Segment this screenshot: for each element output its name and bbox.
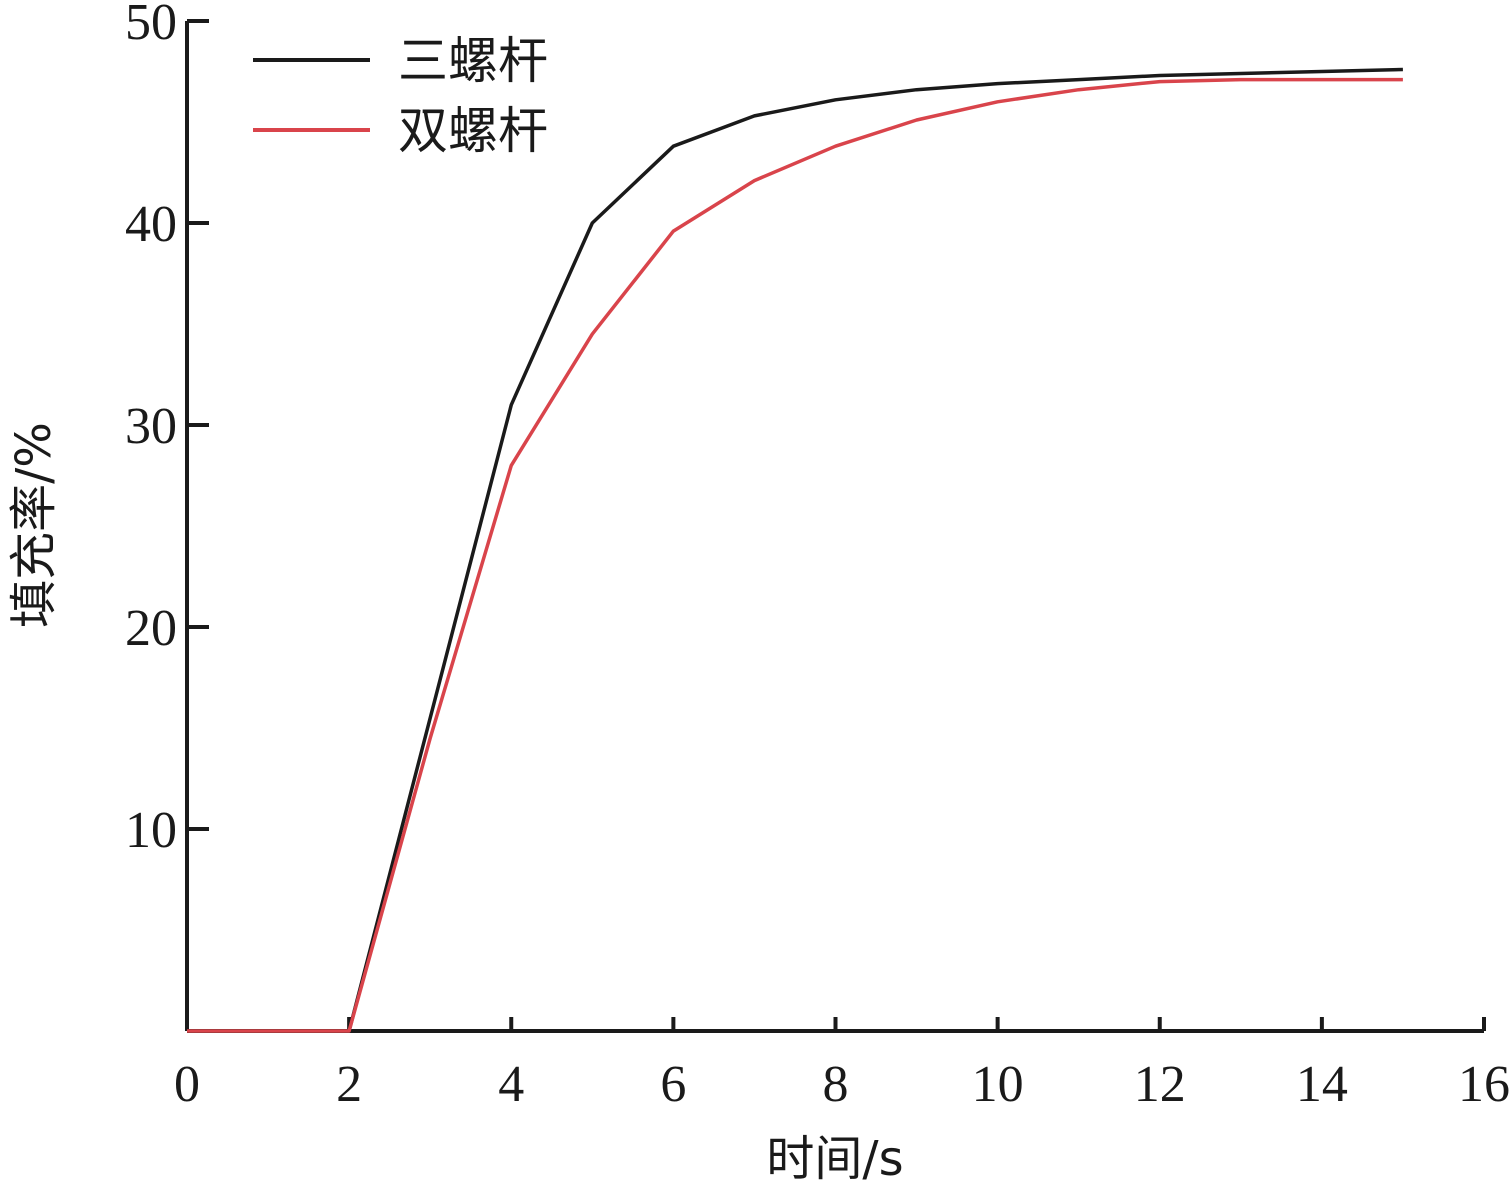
- y-tick-label-30: 30: [125, 398, 177, 455]
- y-ticks: 10 20 30 40 50: [125, 0, 209, 859]
- axes: [185, 21, 1484, 1033]
- x-tick-label-10: 10: [972, 1056, 1024, 1113]
- x-tick-label-14: 14: [1296, 1056, 1348, 1113]
- legend: 三螺杆 双螺杆: [253, 32, 548, 160]
- x-tick-label-0: 0: [174, 1056, 200, 1113]
- y-tick-label-20: 20: [125, 600, 177, 657]
- y-tick-label-10: 10: [125, 802, 177, 859]
- x-tick-label-12: 12: [1134, 1056, 1186, 1113]
- x-ticks: 0 2 4 6 8 10 12 14 16: [174, 1017, 1510, 1113]
- x-axis-title: 时间/s: [766, 1131, 903, 1186]
- x-tick-label-6: 6: [660, 1056, 686, 1113]
- x-tick-label-8: 8: [823, 1056, 849, 1113]
- legend-label-three-screw: 三螺杆: [398, 32, 548, 90]
- legend-label-twin-screw: 双螺杆: [398, 102, 548, 160]
- y-tick-label-50: 50: [125, 0, 177, 51]
- series-line-0: [187, 67, 1403, 1033]
- x-tick-label-2: 2: [336, 1056, 362, 1113]
- x-tick-label-16: 16: [1458, 1056, 1510, 1113]
- series-line-1: [187, 77, 1403, 1033]
- x-tick-label-4: 4: [498, 1056, 524, 1113]
- series-lines: [187, 67, 1403, 1033]
- y-tick-label-40: 40: [125, 196, 177, 253]
- y-axis-title: 填充率/%: [6, 422, 62, 628]
